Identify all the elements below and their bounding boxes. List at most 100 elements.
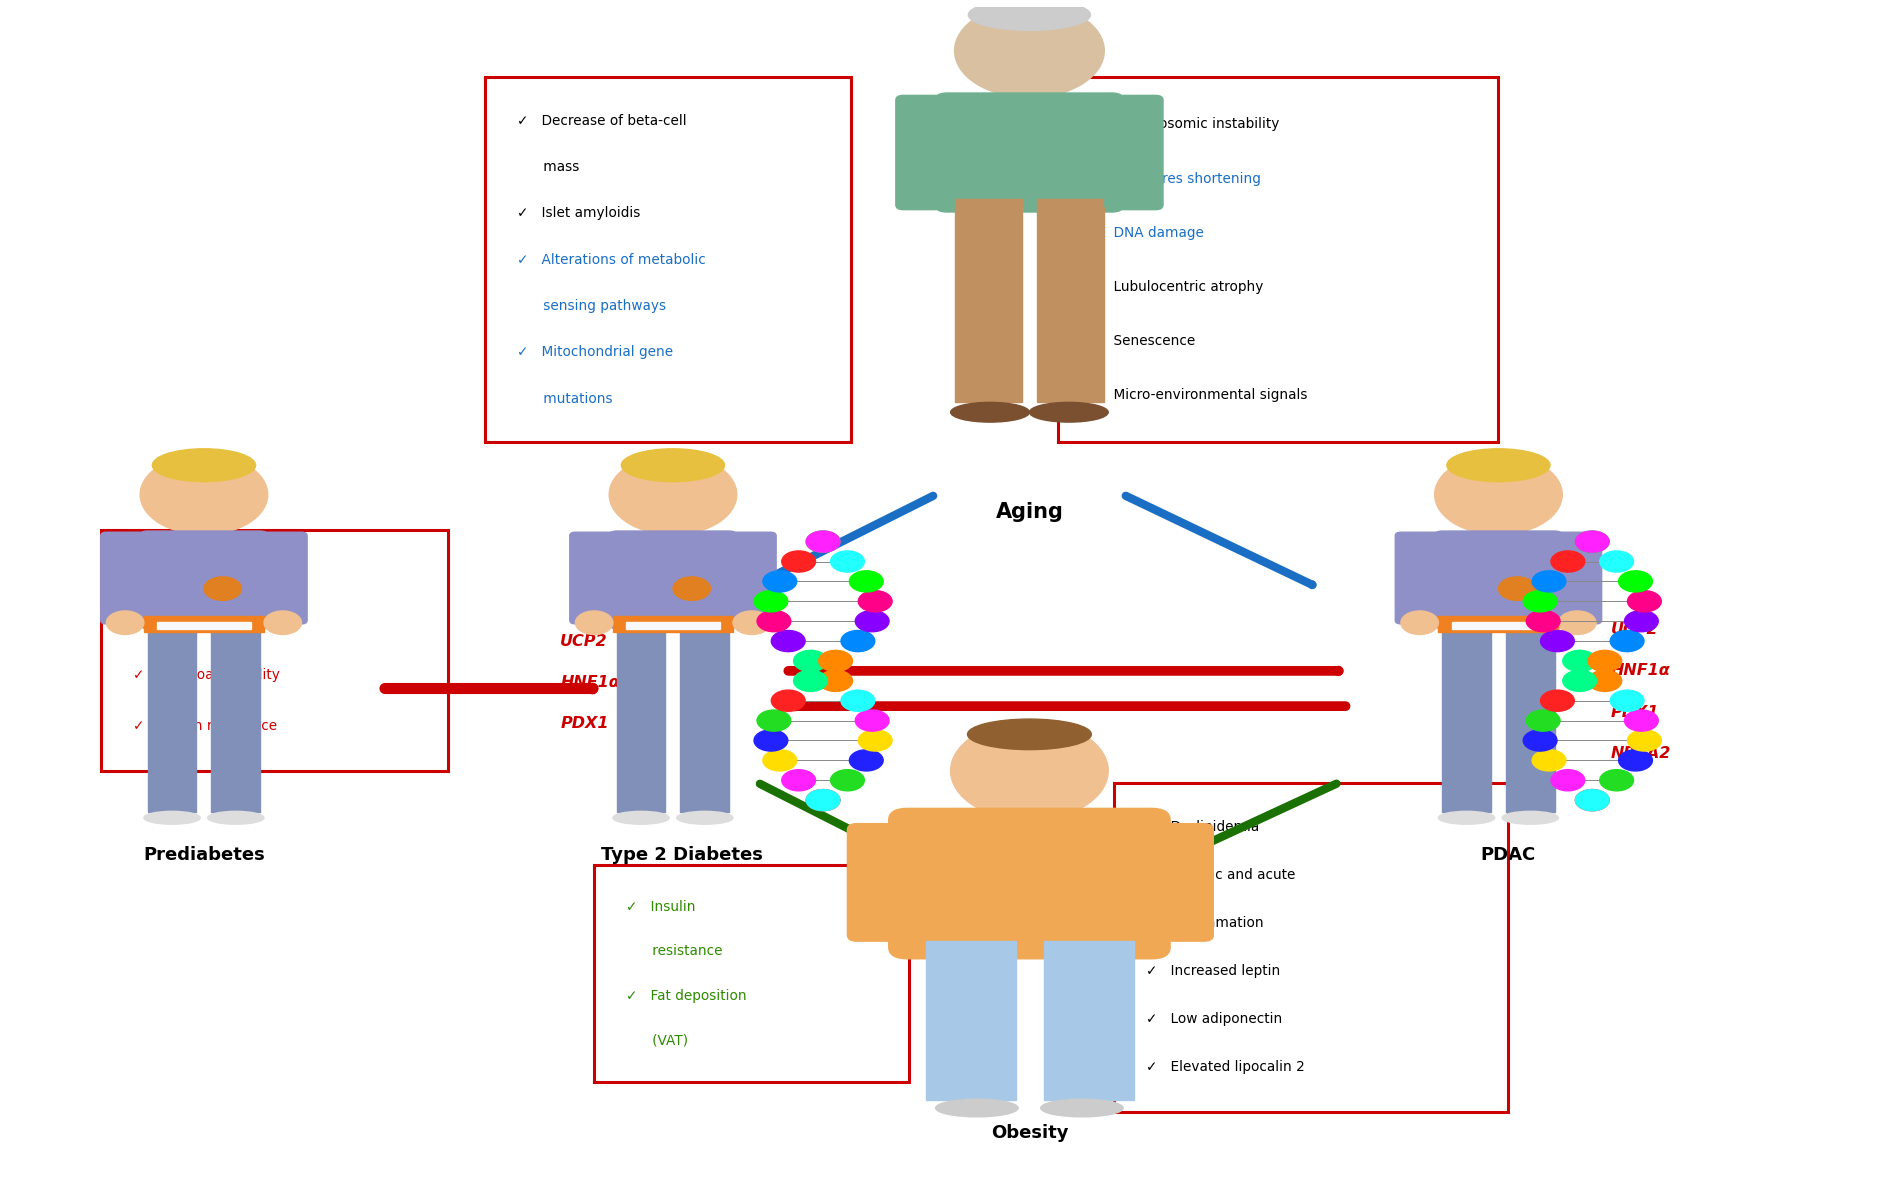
Bar	[926, 942, 1016, 1100]
FancyBboxPatch shape	[100, 533, 149, 624]
Circle shape	[1617, 750, 1651, 770]
Text: ✓   Fat deposition: ✓ Fat deposition	[625, 989, 746, 1002]
Bar	[144, 616, 264, 633]
Ellipse shape	[1041, 1099, 1122, 1116]
FancyBboxPatch shape	[1394, 533, 1443, 624]
Ellipse shape	[144, 811, 200, 824]
Circle shape	[1625, 710, 1657, 731]
Circle shape	[754, 730, 788, 751]
FancyBboxPatch shape	[259, 533, 306, 624]
Circle shape	[1562, 650, 1596, 672]
Text: (VAT): (VAT)	[625, 1033, 688, 1048]
Circle shape	[858, 730, 892, 751]
Ellipse shape	[612, 811, 669, 824]
Circle shape	[856, 611, 888, 631]
Circle shape	[1498, 577, 1536, 600]
Bar	[625, 622, 720, 629]
Circle shape	[1598, 551, 1632, 572]
Ellipse shape	[208, 811, 264, 824]
FancyBboxPatch shape	[1434, 531, 1562, 629]
FancyBboxPatch shape	[140, 531, 268, 629]
Circle shape	[818, 671, 852, 691]
Bar	[657, 509, 688, 542]
Circle shape	[1551, 769, 1583, 791]
Circle shape	[841, 630, 875, 652]
Text: ✓   Decrease of beta-cell: ✓ Decrease of beta-cell	[518, 114, 686, 127]
FancyBboxPatch shape	[1058, 77, 1498, 442]
Circle shape	[793, 671, 827, 691]
Text: ✓   DNA damage: ✓ DNA damage	[1088, 226, 1203, 239]
Circle shape	[733, 611, 771, 635]
Ellipse shape	[153, 448, 255, 482]
Circle shape	[1540, 630, 1574, 652]
Text: sensing pathways: sensing pathways	[518, 298, 667, 313]
Text: UCP2: UCP2	[1609, 622, 1659, 637]
Circle shape	[1532, 571, 1566, 592]
Text: ✓   Elevated lipocalin 2: ✓ Elevated lipocalin 2	[1145, 1061, 1303, 1075]
Circle shape	[1523, 730, 1557, 751]
Text: ✓   Insulin: ✓ Insulin	[625, 900, 695, 914]
Bar	[1483, 509, 1513, 542]
FancyBboxPatch shape	[1113, 782, 1507, 1112]
Circle shape	[140, 454, 268, 535]
Text: ✓   Mitochondrial gene: ✓ Mitochondrial gene	[518, 345, 672, 359]
FancyBboxPatch shape	[569, 533, 618, 624]
FancyBboxPatch shape	[727, 533, 776, 624]
Ellipse shape	[950, 402, 1030, 422]
Text: ✓   Elevated insulin: ✓ Elevated insulin	[132, 618, 266, 633]
Circle shape	[763, 571, 797, 592]
Ellipse shape	[967, 719, 1090, 749]
Circle shape	[754, 591, 788, 612]
Circle shape	[841, 690, 875, 711]
FancyBboxPatch shape	[100, 530, 448, 770]
Bar	[1451, 622, 1545, 629]
Circle shape	[771, 630, 805, 652]
Bar	[616, 627, 665, 812]
Text: ✓   Chronic and acute: ✓ Chronic and acute	[1145, 868, 1294, 882]
Text: PDX1: PDX1	[1609, 705, 1659, 719]
Bar	[1438, 616, 1558, 633]
Circle shape	[793, 650, 827, 672]
Ellipse shape	[621, 448, 723, 482]
Circle shape	[1400, 611, 1438, 635]
Circle shape	[1617, 571, 1651, 592]
Circle shape	[807, 531, 839, 552]
Ellipse shape	[1438, 811, 1494, 824]
Circle shape	[608, 454, 737, 535]
Text: ✓   Telomeres shortening: ✓ Telomeres shortening	[1088, 171, 1260, 185]
Bar	[157, 622, 251, 629]
Text: PDAC: PDAC	[1479, 847, 1534, 864]
Circle shape	[1575, 789, 1608, 811]
Circle shape	[818, 650, 852, 672]
Circle shape	[1609, 630, 1643, 652]
FancyBboxPatch shape	[895, 95, 954, 209]
Circle shape	[1523, 591, 1557, 612]
Circle shape	[848, 750, 882, 770]
Text: Obesity: Obesity	[990, 1124, 1067, 1141]
Text: Aging: Aging	[996, 502, 1064, 522]
Text: ✓   Low adiponectin: ✓ Low adiponectin	[1145, 1012, 1281, 1026]
Circle shape	[1587, 650, 1621, 672]
Ellipse shape	[1030, 402, 1107, 422]
Text: ✓   Hyperglycemia: ✓ Hyperglycemia	[132, 568, 261, 581]
Circle shape	[1587, 671, 1621, 691]
Ellipse shape	[1502, 811, 1558, 824]
Circle shape	[782, 551, 814, 572]
Text: PDX1: PDX1	[561, 716, 608, 731]
Circle shape	[1609, 690, 1643, 711]
FancyBboxPatch shape	[888, 809, 1169, 958]
Circle shape	[1625, 611, 1657, 631]
Bar	[1506, 627, 1555, 812]
Bar	[954, 199, 1022, 402]
Circle shape	[807, 531, 839, 552]
Text: ✓   Alterations of metabolic: ✓ Alterations of metabolic	[518, 252, 706, 266]
FancyBboxPatch shape	[593, 864, 909, 1082]
Circle shape	[757, 710, 790, 731]
Circle shape	[672, 577, 710, 600]
Circle shape	[829, 551, 863, 572]
Circle shape	[1540, 690, 1574, 711]
FancyBboxPatch shape	[1103, 95, 1162, 209]
Circle shape	[204, 577, 242, 600]
Circle shape	[1562, 671, 1596, 691]
FancyBboxPatch shape	[485, 77, 850, 442]
